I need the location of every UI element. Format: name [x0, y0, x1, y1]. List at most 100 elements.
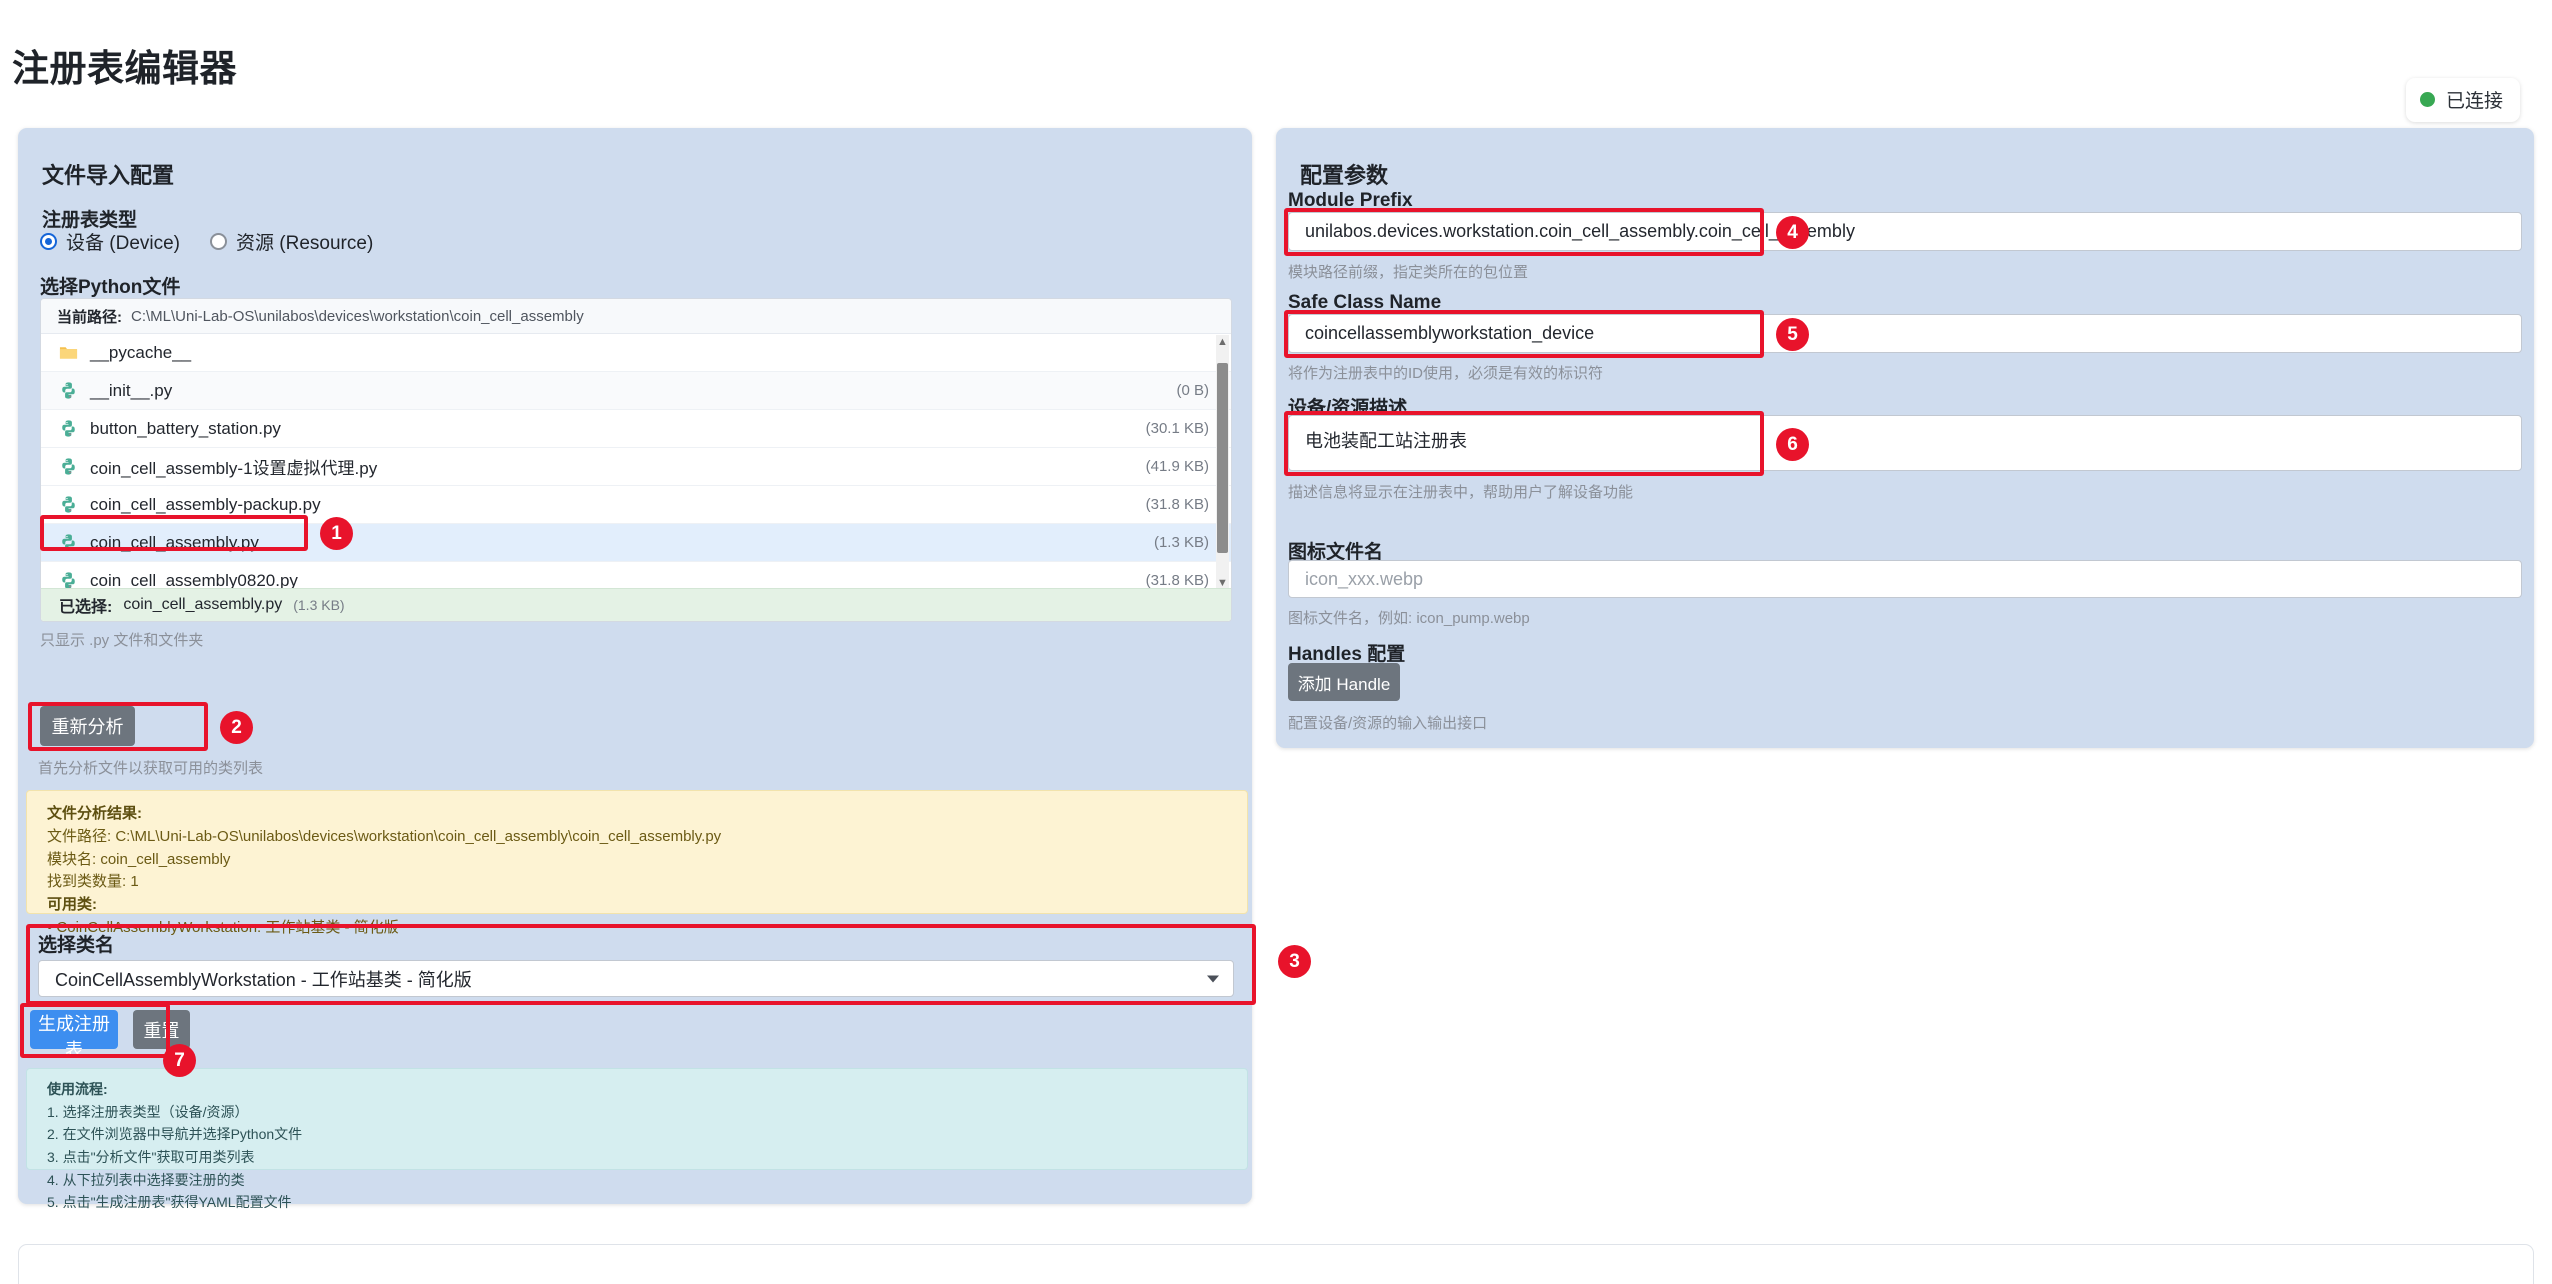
selected-file-label: 已选择:: [59, 599, 113, 616]
file-name: coin_cell_assembly.py: [90, 532, 259, 552]
icon-filename-input[interactable]: icon_xxx.webp: [1288, 560, 2522, 598]
file-name: __init__.py: [90, 380, 173, 400]
class-name-select[interactable]: CoinCellAssemblyWorkstation - 工作站基类 - 简化…: [38, 960, 1234, 997]
file-size: (31.8 KB): [1145, 572, 1209, 589]
current-path-value: C:\ML\Uni-Lab-OS\unilabos\devices\workst…: [131, 307, 584, 325]
reset-button[interactable]: 重置: [133, 1010, 190, 1049]
add-handle-button[interactable]: 添加 Handle: [1288, 663, 1400, 701]
file-import-panel: 文件导入配置 注册表类型: [18, 128, 1252, 1204]
icon-filename-label: 图标文件名: [1288, 542, 1384, 563]
chevron-down-icon[interactable]: [1207, 975, 1219, 982]
right-panel-title: 配置参数: [1300, 163, 1389, 188]
usage-title: 使用流程:: [47, 1081, 108, 1097]
radio-resource[interactable]: 资源 (Resource): [210, 228, 373, 255]
python-file-icon: [62, 496, 75, 513]
scroll-up-arrow-icon[interactable]: ▲: [1217, 336, 1228, 348]
analysis-title: 文件分析结果:: [47, 805, 142, 822]
generate-registry-button[interactable]: 生成注册表: [30, 1010, 118, 1060]
left-panel-title: 文件导入配置: [42, 163, 175, 188]
status-label: 已连接: [2445, 91, 2503, 112]
annotation-badge-7: 7: [163, 1044, 196, 1077]
class-select-label: 选择类名: [38, 935, 115, 956]
file-name: coin_cell_assembly-1设置虚拟代理.py: [90, 459, 378, 478]
file-browser[interactable]: 当前路径: C:\ML\Uni-Lab-OS\unilabos\devices\…: [40, 298, 1232, 622]
file-name: button_battery_station.py: [90, 418, 281, 438]
selected-file-size: (1.3 KB): [293, 597, 345, 613]
module-prefix-hint: 模块路径前缀，指定类所在的包位置: [1288, 264, 1529, 281]
reanalyze-button[interactable]: 重新分析: [40, 706, 135, 746]
annotation-badge-1: 1: [320, 517, 353, 550]
analysis-file-path: 文件路径: C:\ML\Uni-Lab-OS\unilabos\devices\…: [47, 827, 722, 845]
analysis-available-item: • CoinCellAssemblyWorkstation: 工作站基类 - 简…: [47, 918, 399, 936]
usage-step: 4. 从下拉列表中选择要注册的类: [47, 1171, 245, 1188]
python-file-icon: [62, 572, 75, 589]
file-size: (30.1 KB): [1145, 420, 1209, 437]
annotation-badge-3: 3: [1278, 945, 1311, 978]
status-dot-icon: [2419, 92, 2435, 107]
reanalyze-hint: 首先分析文件以获取可用的类列表: [38, 760, 264, 777]
analysis-available-title: 可用类:: [47, 896, 97, 914]
analysis-class-count: 找到类数量: 1: [47, 873, 139, 891]
file-list-scrollbar[interactable]: ▲ ▼: [1216, 335, 1229, 590]
file-size: (31.8 KB): [1145, 496, 1209, 513]
annotation-badge-5: 5: [1776, 318, 1809, 351]
annotation-badge-2: 2: [220, 711, 253, 744]
scroll-down-arrow-icon[interactable]: ▼: [1217, 577, 1228, 589]
python-file-icon: [62, 458, 75, 475]
file-picker-label: 选择Python文件: [40, 277, 181, 298]
page-title: 注册表编辑器: [12, 48, 237, 89]
usage-step: 1. 选择注册表类型（设备/资源）: [47, 1103, 249, 1120]
usage-step: 2. 在文件浏览器中导航并选择Python文件: [47, 1126, 303, 1143]
usage-step: 3. 点击"分析文件"获取可用类列表: [47, 1149, 255, 1166]
class-name-selected-value: CoinCellAssemblyWorkstation - 工作站基类 - 简化…: [55, 969, 472, 990]
file-size: (0 B): [1176, 382, 1209, 399]
safe-class-name-input[interactable]: coincellassemblyworkstation_device: [1288, 314, 2522, 353]
annotation-badge-6: 6: [1776, 428, 1809, 461]
python-file-icon: [62, 382, 75, 399]
radio-device-icon[interactable]: [40, 233, 57, 250]
folder-icon: [59, 347, 78, 359]
table-row[interactable]: coin_cell_assembly-1设置虚拟代理.py (41.9 KB): [41, 448, 1231, 486]
file-row-list[interactable]: __pycache__ __init__.py (0 B) button_bat…: [41, 334, 1231, 621]
file-size: (1.3 KB): [1153, 534, 1209, 551]
radio-device-label: 设备 (Device): [66, 233, 181, 254]
radio-resource-icon[interactable]: [210, 233, 228, 250]
file-name: coin_cell_assembly-packup.py: [90, 494, 321, 514]
usage-step: 5. 点击"生成注册表"获得YAML配置文件: [47, 1194, 292, 1211]
safe-class-name-hint: 将作为注册表中的ID使用，必须是有效的标识符: [1288, 365, 1604, 382]
usage-instructions-box: 使用流程: 1. 选择注册表类型（设备/资源） 2. 在文件浏览器中导航并选择P…: [26, 1068, 1248, 1210]
file-name: coin_cell_assembly0820.py: [90, 570, 298, 590]
description-textarea[interactable]: 电池装配工站注册表: [1288, 415, 2522, 471]
current-path-label: 当前路径:: [57, 308, 122, 326]
safe-class-name-label: Safe Class Name: [1288, 292, 1442, 313]
module-prefix-input[interactable]: unilabos.devices.workstation.coin_cell_a…: [1288, 212, 2522, 251]
current-path-bar: 当前路径: C:\ML\Uni-Lab-OS\unilabos\devices\…: [41, 299, 1231, 334]
scrollbar-thumb[interactable]: [1217, 363, 1228, 553]
file-size: (41.9 KB): [1145, 458, 1209, 475]
connection-status-badge: 已连接: [2405, 78, 2520, 122]
file-filter-hint: 只显示 .py 文件和文件夹: [40, 632, 204, 649]
table-row-selected[interactable]: coin_cell_assembly.py (1.3 KB): [41, 524, 1231, 562]
analysis-module-name: 模块名: coin_cell_assembly: [47, 850, 231, 868]
radio-device[interactable]: 设备 (Device): [40, 228, 180, 255]
table-row[interactable]: button_battery_station.py (30.1 KB): [41, 410, 1231, 448]
annotation-badge-4: 4: [1776, 216, 1809, 249]
registry-type-radio-group[interactable]: 设备 (Device) 资源 (Resource): [40, 228, 373, 255]
selected-file-bar: 已选择: coin_cell_assembly.py (1.3 KB): [41, 588, 1231, 621]
analysis-result-box: 文件分析结果: 文件路径: C:\ML\Uni-Lab-OS\unilabos\…: [26, 790, 1248, 936]
bottom-panel: [18, 1244, 2534, 1284]
file-name: __pycache__: [90, 342, 192, 362]
icon-filename-hint: 图标文件名，例如: icon_pump.webp: [1288, 610, 1530, 627]
selected-file-name: coin_cell_assembly.py: [123, 596, 283, 613]
handles-config-label: Handles 配置: [1288, 644, 1406, 665]
table-row[interactable]: __init__.py (0 B): [41, 372, 1231, 410]
module-prefix-label: Module Prefix: [1288, 190, 1413, 211]
registry-type-label: 注册表类型: [42, 210, 138, 231]
description-hint: 描述信息将显示在注册表中，帮助用户了解设备功能: [1288, 484, 1634, 501]
python-file-icon: [62, 420, 75, 437]
python-file-icon: [62, 534, 75, 551]
radio-resource-label: 资源 (Resource): [236, 233, 374, 254]
table-row[interactable]: __pycache__: [41, 334, 1231, 372]
table-row[interactable]: coin_cell_assembly-packup.py (31.8 KB): [41, 486, 1231, 524]
